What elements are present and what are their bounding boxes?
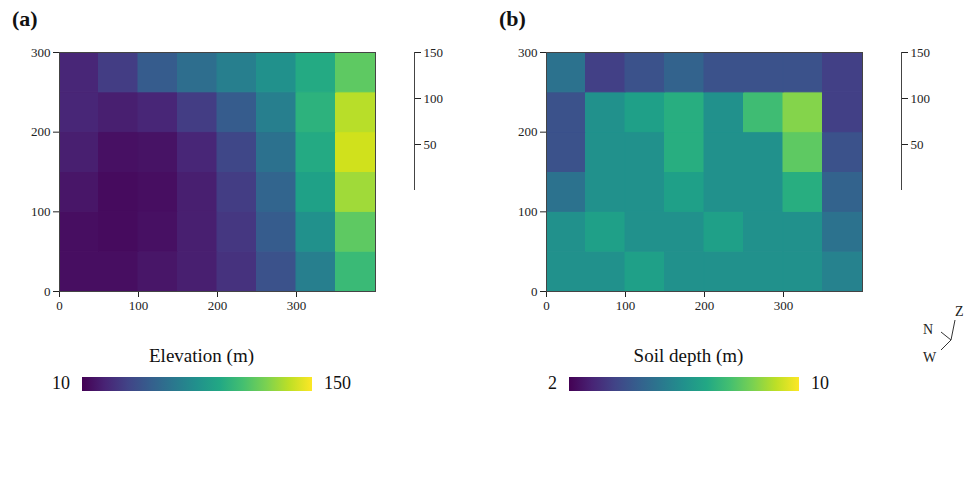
svg-text:0: 0 [56,298,63,313]
html-text:10: 10 [811,373,829,393]
svg-text:50: 50 [424,137,437,152]
svg-text:300: 300 [287,298,307,313]
html-text:(a): (a) [12,6,38,31]
svg-text:0: 0 [531,284,538,299]
svg-text:100: 100 [518,204,538,219]
html-text:2: 2 [548,373,557,393]
svg-text:100: 100 [31,204,51,219]
svg-text:Z: Z [955,304,964,319]
svg-text:300: 300 [774,298,794,313]
svg-text:300: 300 [31,45,51,60]
svg-text:200: 200 [695,298,715,313]
svg-text:0: 0 [44,284,51,299]
html-text:Soil depth (m): Soil depth (m) [633,345,744,366]
svg-text:0: 0 [543,298,550,313]
svg-text:200: 200 [31,124,51,139]
html-text:(b): (b) [499,6,526,31]
html-text:Elevation (m): Elevation (m) [149,345,254,366]
svg-text:100: 100 [911,91,931,106]
svg-text:150: 150 [911,45,931,60]
svg-text:200: 200 [208,298,228,313]
svg-text:300: 300 [518,45,538,60]
svg-text:50: 50 [911,137,924,152]
svg-text:100: 100 [424,91,444,106]
svg-text:N: N [923,322,933,337]
html-text:10: 10 [52,373,70,393]
html-text:150: 150 [324,373,351,393]
svg-text:100: 100 [129,298,149,313]
svg-text:100: 100 [616,298,636,313]
svg-text:200: 200 [518,124,538,139]
svg-text:150: 150 [424,45,444,60]
svg-text:W: W [923,350,937,365]
